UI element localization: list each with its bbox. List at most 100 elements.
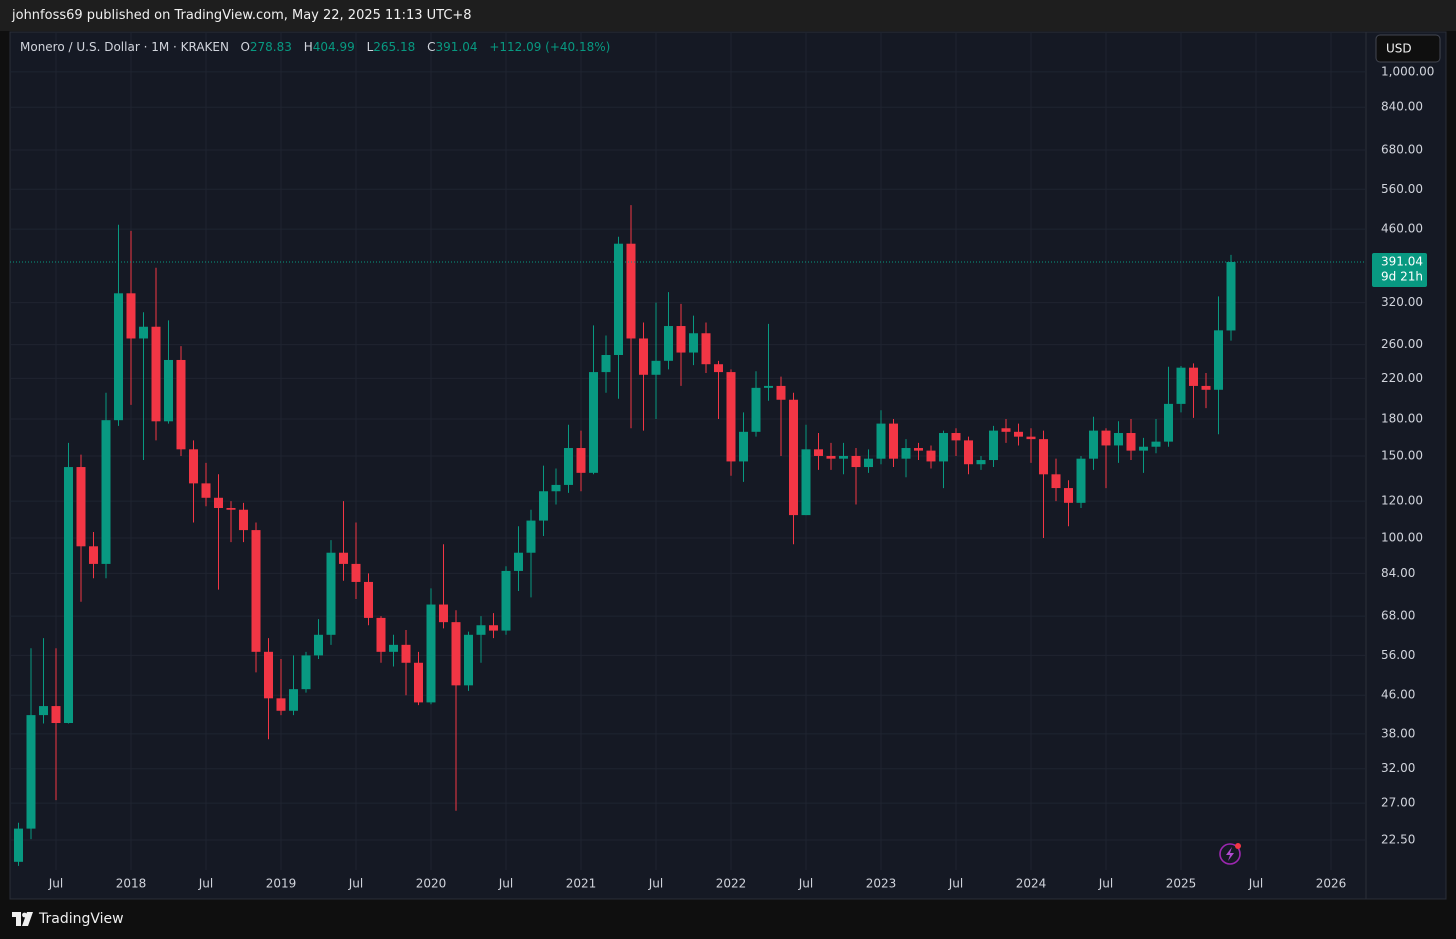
candle-body bbox=[1014, 431, 1023, 437]
candle-body bbox=[989, 430, 998, 461]
currency-button[interactable] bbox=[1375, 34, 1441, 63]
x-tick-label: Jul bbox=[1248, 877, 1263, 891]
high-value: 404.99 bbox=[312, 40, 355, 54]
candle-body bbox=[364, 581, 373, 618]
candle-body bbox=[601, 354, 611, 373]
x-tick-label: 2022 bbox=[716, 877, 747, 891]
publish-info: johnfoss69 published on TradingView.com,… bbox=[0, 0, 1456, 31]
x-tick-label: Jul bbox=[1098, 877, 1113, 891]
x-tick-label: 2018 bbox=[116, 877, 147, 891]
grid bbox=[10, 32, 1366, 870]
footer: TradingView bbox=[12, 908, 124, 930]
candle-body bbox=[939, 433, 948, 462]
x-tick-label: Jul bbox=[948, 877, 963, 891]
candle-body bbox=[839, 455, 848, 459]
candle-body bbox=[389, 644, 398, 652]
candle-body bbox=[751, 387, 761, 432]
candle-body bbox=[1139, 446, 1148, 451]
candle-body bbox=[851, 455, 861, 468]
candle-body bbox=[739, 431, 748, 462]
candle-body bbox=[376, 617, 386, 652]
candle-body bbox=[439, 604, 448, 623]
y-tick-label: 180.00 bbox=[1381, 412, 1423, 426]
candle-body bbox=[576, 448, 586, 473]
countdown-label: 9d 21h bbox=[1381, 269, 1423, 283]
candle-body bbox=[476, 625, 486, 635]
candle-body bbox=[539, 491, 548, 521]
brand-name: TradingView bbox=[39, 911, 124, 927]
x-tick-label: 2026 bbox=[1316, 877, 1347, 891]
currency-label[interactable]: USD bbox=[1386, 42, 1412, 56]
candle-body bbox=[14, 828, 23, 862]
candle-body bbox=[276, 698, 286, 711]
candle-body bbox=[401, 644, 411, 663]
candle-body bbox=[326, 552, 336, 635]
candle-body bbox=[901, 448, 911, 459]
candle-body bbox=[114, 293, 123, 421]
y-tick-label: 100.00 bbox=[1381, 531, 1423, 545]
candle-body bbox=[1151, 441, 1161, 447]
x-tick-label: 2024 bbox=[1016, 877, 1047, 891]
candle-body bbox=[214, 497, 223, 508]
candle-body bbox=[889, 423, 898, 459]
chart-pane bbox=[9, 31, 1447, 900]
candle-body bbox=[626, 243, 636, 339]
candle-body bbox=[64, 467, 73, 724]
brand-logo bbox=[12, 912, 33, 926]
candle-body bbox=[126, 293, 136, 339]
x-tick-label: 2019 bbox=[266, 877, 297, 891]
x-tick-label: Jul bbox=[198, 877, 213, 891]
x-tick-label: Jul bbox=[498, 877, 513, 891]
change: +112.09 (+40.18%) bbox=[489, 40, 611, 54]
y-tick-label: 84.00 bbox=[1381, 566, 1415, 580]
candle-body bbox=[564, 448, 573, 485]
candle-body bbox=[714, 364, 723, 373]
candle-body bbox=[826, 455, 836, 459]
y-tick-label: 46.00 bbox=[1381, 688, 1415, 702]
candle-body bbox=[301, 655, 311, 690]
x-tick-label: Jul bbox=[798, 877, 813, 891]
candle-body bbox=[1026, 436, 1036, 440]
x-tick-label: 2023 bbox=[866, 877, 897, 891]
candle-body bbox=[789, 399, 798, 516]
y-tick-label: 32.00 bbox=[1381, 761, 1415, 775]
candle-body bbox=[89, 546, 98, 564]
candle-body bbox=[964, 440, 973, 465]
x-tick-label: 2020 bbox=[416, 877, 447, 891]
candle-body bbox=[1089, 430, 1098, 459]
candle-body bbox=[1164, 403, 1173, 442]
candle-body bbox=[1076, 458, 1086, 503]
symbol: Monero / U.S. Dollar · 1M · KRAKEN bbox=[20, 40, 229, 54]
candle-body bbox=[426, 604, 436, 703]
y-tick-label: 56.00 bbox=[1381, 648, 1415, 662]
candle-body bbox=[351, 563, 361, 582]
candle-body bbox=[1101, 430, 1111, 446]
candle-body bbox=[139, 326, 148, 339]
candle-body bbox=[726, 372, 736, 462]
candle-body bbox=[26, 715, 36, 829]
ohlc-letter: C bbox=[427, 40, 436, 54]
candle-body bbox=[926, 450, 936, 462]
candle-body bbox=[1226, 261, 1236, 331]
candle-body bbox=[451, 622, 461, 686]
candle-body bbox=[614, 243, 623, 355]
candle-body bbox=[39, 706, 48, 716]
x-tick-label: Jul bbox=[648, 877, 663, 891]
y-tick-label: 680.00 bbox=[1381, 142, 1423, 156]
candle-body bbox=[501, 570, 511, 631]
candle-body bbox=[664, 326, 673, 361]
candle-body bbox=[876, 423, 886, 459]
candle-body bbox=[1064, 488, 1073, 503]
y-tick-label: 260.00 bbox=[1381, 337, 1423, 351]
candle-body bbox=[1039, 439, 1048, 475]
legend: Monero / U.S. Dollar · 1M · KRAKEN O278.… bbox=[20, 39, 618, 55]
candle-body bbox=[651, 360, 661, 375]
y-tick-label: 320.00 bbox=[1381, 295, 1423, 309]
candle-body bbox=[1126, 433, 1136, 451]
last-price-box bbox=[1372, 252, 1427, 287]
snapshot-icon[interactable] bbox=[1219, 843, 1241, 865]
y-tick-label: 68.00 bbox=[1381, 609, 1415, 623]
candle-body bbox=[1051, 474, 1061, 489]
